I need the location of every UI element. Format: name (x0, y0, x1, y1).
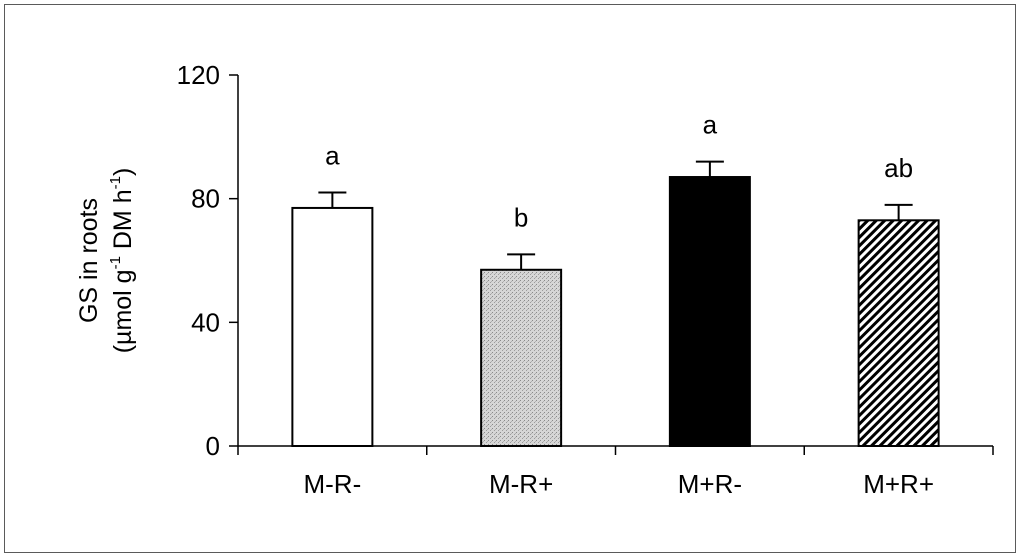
x-tick-label-M+R-: M+R- (678, 469, 742, 499)
x-tick-label-M+R+: M+R+ (863, 469, 934, 499)
y-axis-label-line1: GS in roots (75, 198, 103, 323)
y-tick-label-120: 120 (177, 60, 220, 90)
x-tick-label-M-R+: M-R+ (489, 469, 553, 499)
significance-label-M+R+: ab (884, 153, 913, 183)
figure-frame (4, 4, 1016, 553)
y-tick-label-80: 80 (191, 184, 220, 214)
significance-label-M-R-: a (325, 140, 340, 170)
y-axis-label: GS in roots (75, 198, 103, 323)
bar-M+R+ (857, 219, 940, 447)
x-tick-label-M-R-: M-R- (303, 469, 361, 499)
bar-M-R+ (480, 268, 563, 447)
significance-label-M-R+: b (514, 202, 528, 232)
y-axis-label-units: (µmol g-1 DM h-1) (107, 168, 137, 354)
bar-M+R- (668, 176, 751, 447)
y-tick-label-40: 40 (191, 307, 220, 337)
bar-M-R- (291, 206, 374, 447)
y-tick-label-0: 0 (206, 431, 220, 461)
significance-label-M+R-: a (703, 110, 718, 140)
